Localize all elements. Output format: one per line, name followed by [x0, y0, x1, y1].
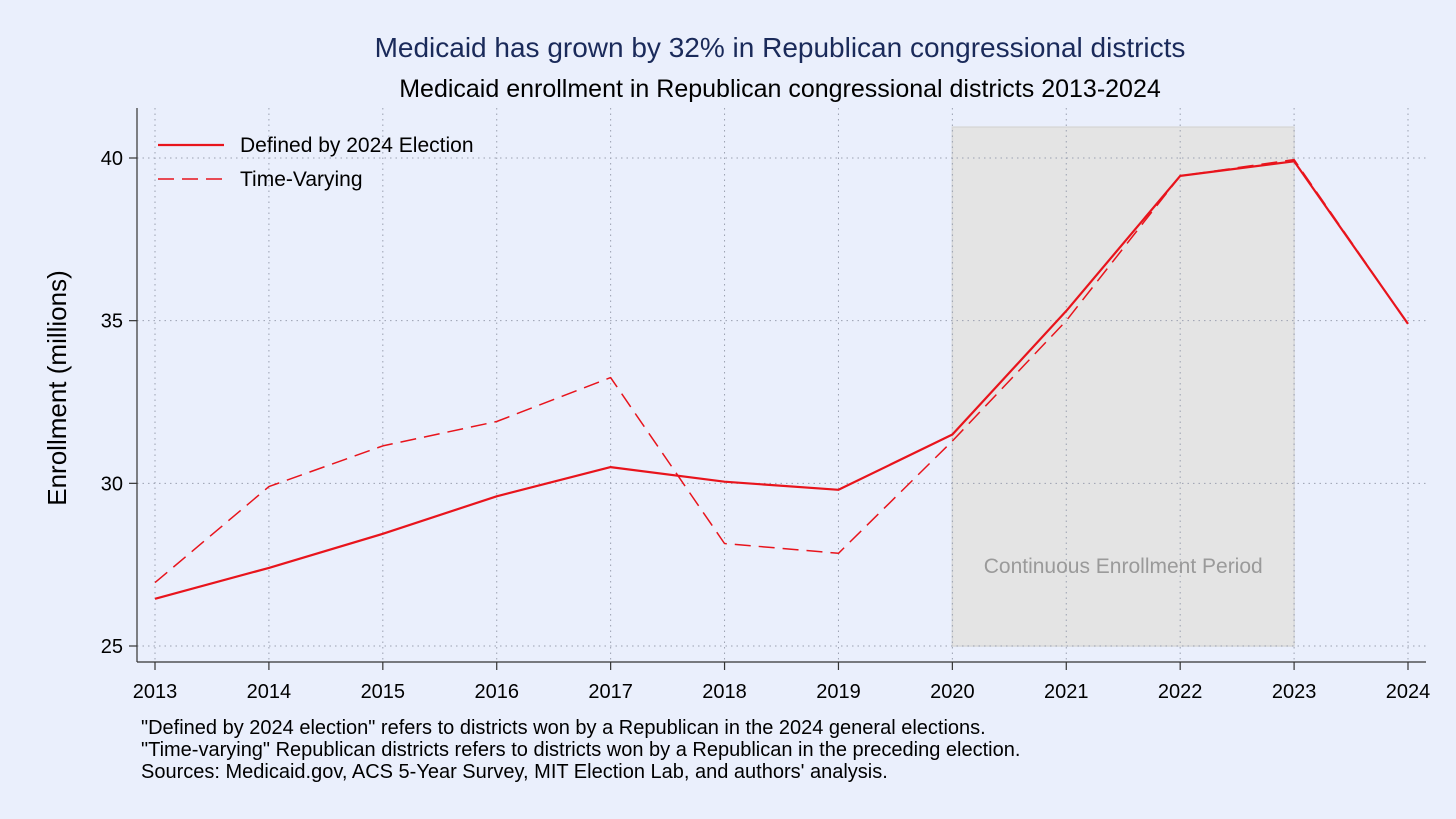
y-axis-label: Enrollment (millions) [42, 270, 72, 506]
note-line-1: "Defined by 2024 election" refers to dis… [141, 717, 986, 739]
x-tick-label: 2014 [247, 681, 292, 703]
series-line-defined-by-2024-election [154, 160, 1409, 600]
x-tick-label: 2023 [1272, 681, 1317, 703]
chart-title: Medicaid has grown by 32% in Republican … [375, 32, 1186, 63]
plot-area: 25 30 35 40 2013 2014 2015 2016 2017 2018 2019 2020… [101, 108, 1431, 703]
x-tick-label: 2021 [1044, 681, 1089, 703]
x-tick-label: 2019 [816, 681, 861, 703]
y-tick-label: 35 [101, 311, 123, 333]
legend-label: Time-Varying [240, 168, 363, 191]
y-tick-label: 30 [101, 473, 123, 495]
x-tick-label: 2018 [702, 681, 747, 703]
y-tick-label: 25 [101, 636, 123, 658]
x-tick-label: 2016 [474, 681, 519, 703]
x-tick-label: 2017 [588, 681, 633, 703]
shaded-region-label: Continuous Enrollment Period [984, 555, 1263, 578]
x-tick-label: 2013 [133, 681, 178, 703]
x-tick-label: 2022 [1158, 681, 1203, 703]
y-tick-label: 40 [101, 148, 123, 170]
x-tick-label: 2024 [1386, 681, 1431, 703]
x-tick-label: 2020 [930, 681, 975, 703]
source-notes: "Defined by 2024 election" refers to dis… [141, 717, 1020, 783]
x-tick-label: 2015 [361, 681, 406, 703]
legend: Defined by 2024 Election Time-Varying [158, 134, 474, 191]
chart-subtitle: Medicaid enrollment in Republican congre… [399, 75, 1161, 103]
note-line-2: "Time-varying" Republican districts refe… [141, 739, 1020, 761]
note-line-3: Sources: Medicaid.gov, ACS 5-Year Survey… [141, 761, 888, 783]
continuous-enrollment-shade [951, 126, 1295, 647]
legend-label: Defined by 2024 Election [240, 134, 474, 157]
